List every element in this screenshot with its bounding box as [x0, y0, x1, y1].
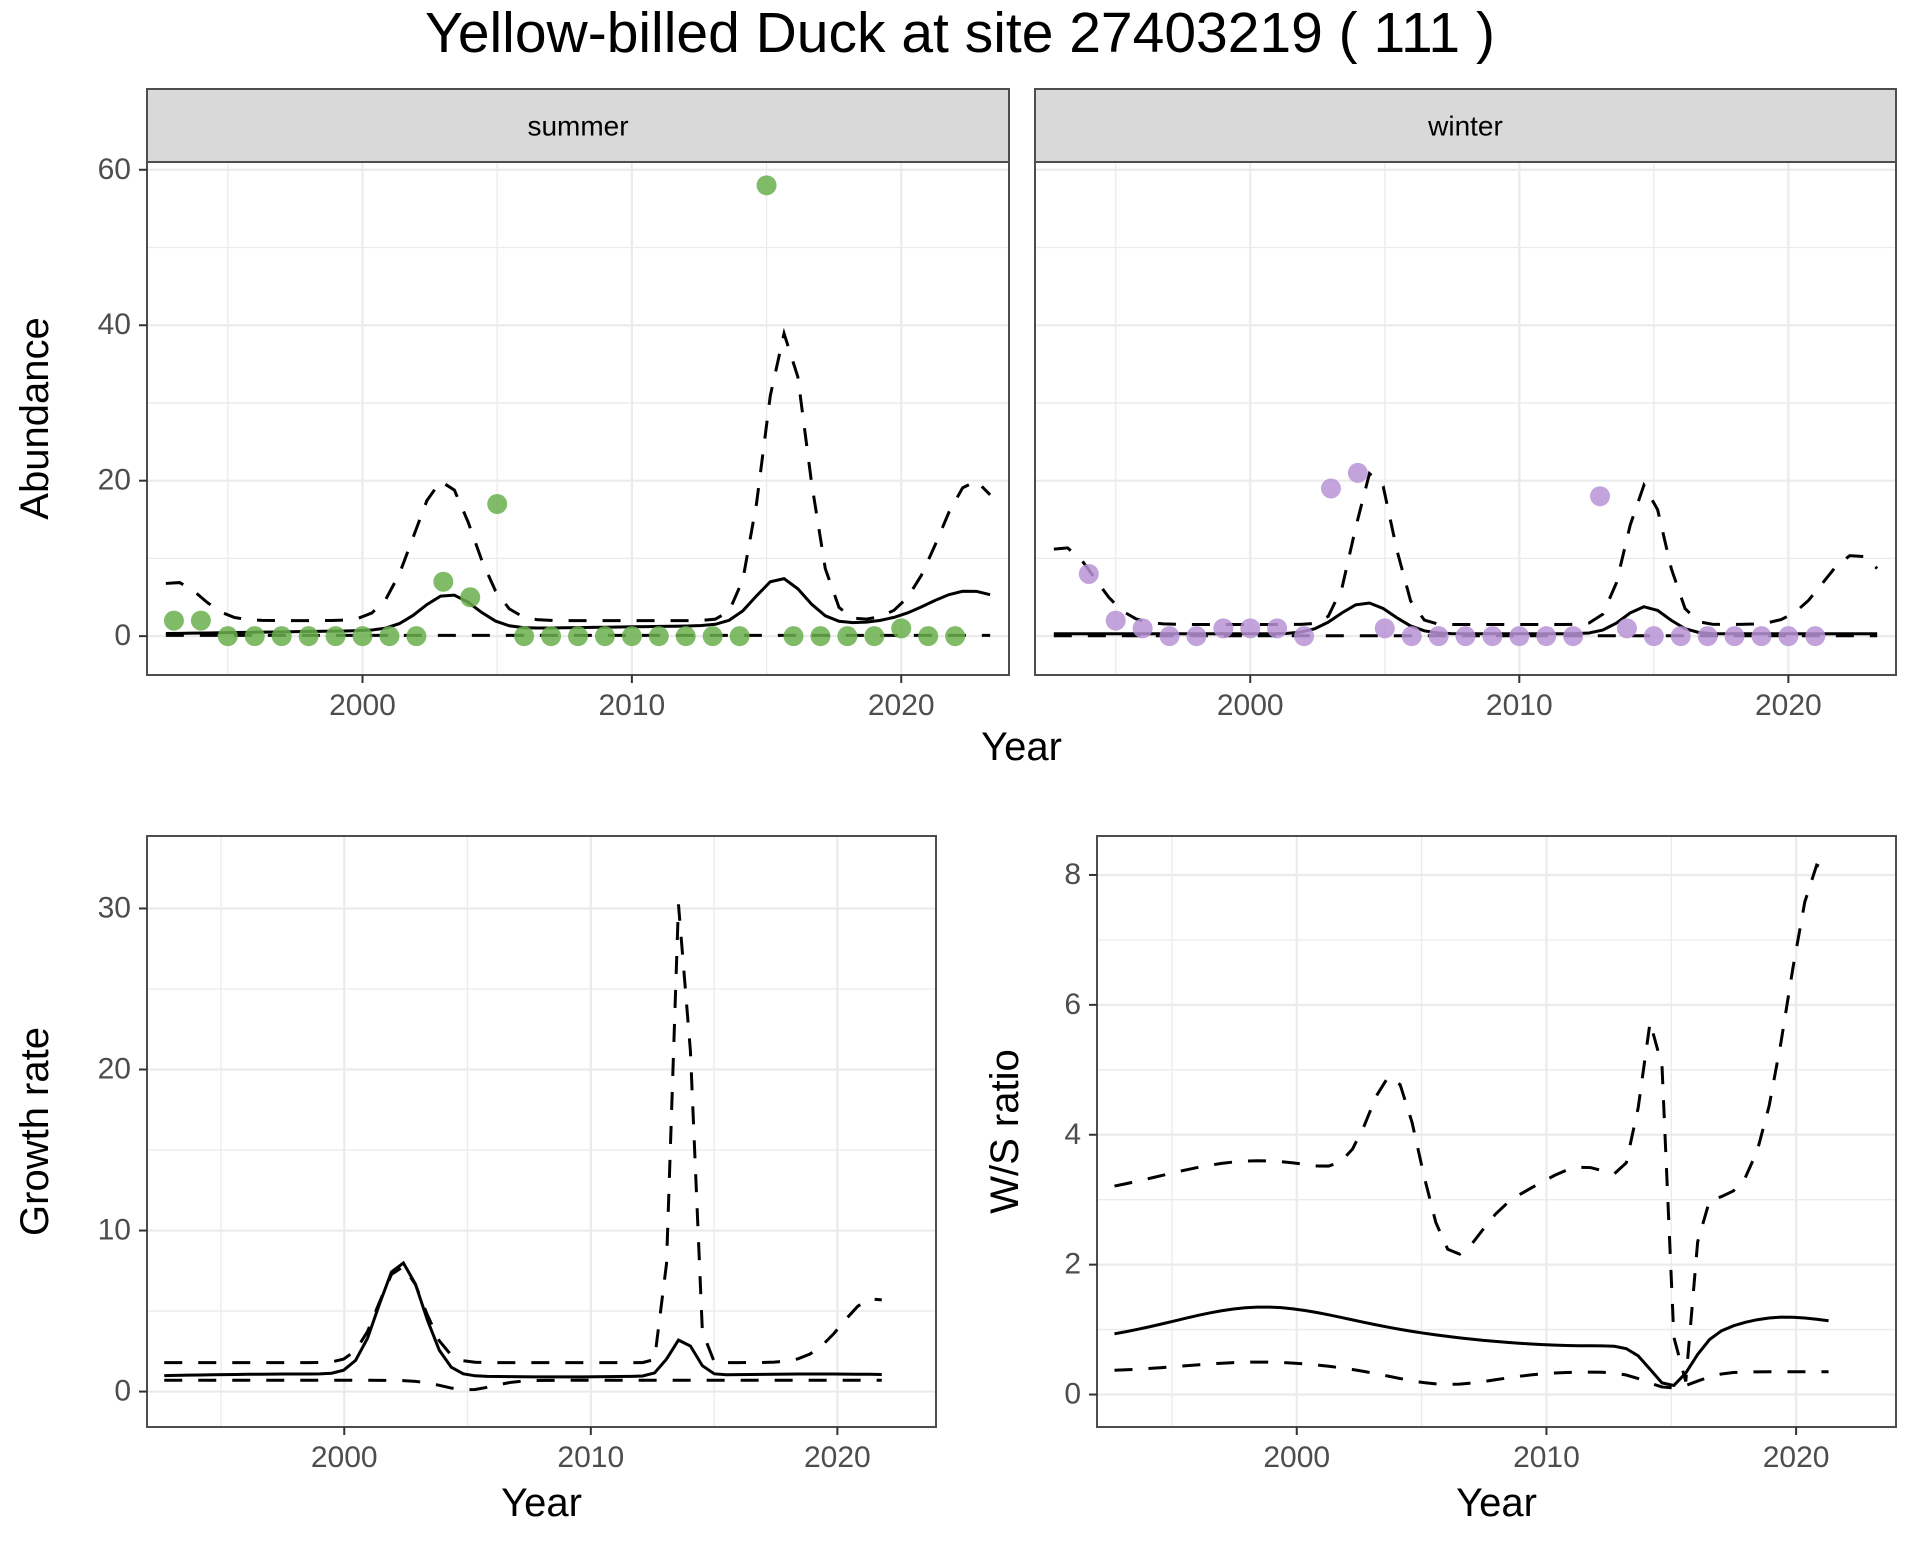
svg-text:Year: Year — [1456, 1481, 1537, 1525]
svg-text:2000: 2000 — [329, 689, 396, 722]
svg-text:2010: 2010 — [557, 1441, 624, 1474]
svg-text:8: 8 — [1064, 858, 1081, 891]
svg-text:0: 0 — [114, 619, 131, 652]
svg-text:2000: 2000 — [1217, 689, 1284, 722]
svg-text:2: 2 — [1064, 1248, 1081, 1281]
svg-text:summer: summer — [527, 111, 628, 142]
svg-text:40: 40 — [98, 308, 131, 341]
svg-text:30: 30 — [98, 891, 131, 924]
svg-text:10: 10 — [98, 1214, 131, 1247]
svg-text:Year: Year — [501, 1481, 582, 1525]
svg-text:Growth rate: Growth rate — [13, 1027, 57, 1236]
svg-text:20: 20 — [98, 1053, 131, 1086]
svg-text:2000: 2000 — [1263, 1441, 1330, 1474]
svg-text:2010: 2010 — [1513, 1441, 1580, 1474]
svg-text:2020: 2020 — [868, 689, 935, 722]
svg-text:2010: 2010 — [1486, 689, 1553, 722]
svg-text:2000: 2000 — [311, 1441, 378, 1474]
svg-text:W/S ratio: W/S ratio — [983, 1049, 1027, 1213]
svg-text:4: 4 — [1064, 1118, 1081, 1151]
svg-text:Yellow-billed Duck at site 274: Yellow-billed Duck at site 27403219 ( 11… — [425, 1, 1495, 65]
svg-text:0: 0 — [1064, 1378, 1081, 1411]
svg-text:20: 20 — [98, 464, 131, 497]
svg-text:2020: 2020 — [1763, 1441, 1830, 1474]
svg-text:2020: 2020 — [1755, 689, 1822, 722]
svg-text:Abundance: Abundance — [13, 317, 57, 519]
svg-text:60: 60 — [98, 153, 131, 186]
svg-text:0: 0 — [114, 1375, 131, 1408]
svg-text:2010: 2010 — [599, 689, 666, 722]
svg-text:2020: 2020 — [804, 1441, 871, 1474]
svg-text:6: 6 — [1064, 988, 1081, 1021]
svg-text:Year: Year — [981, 725, 1062, 769]
svg-text:winter: winter — [1427, 111, 1503, 142]
